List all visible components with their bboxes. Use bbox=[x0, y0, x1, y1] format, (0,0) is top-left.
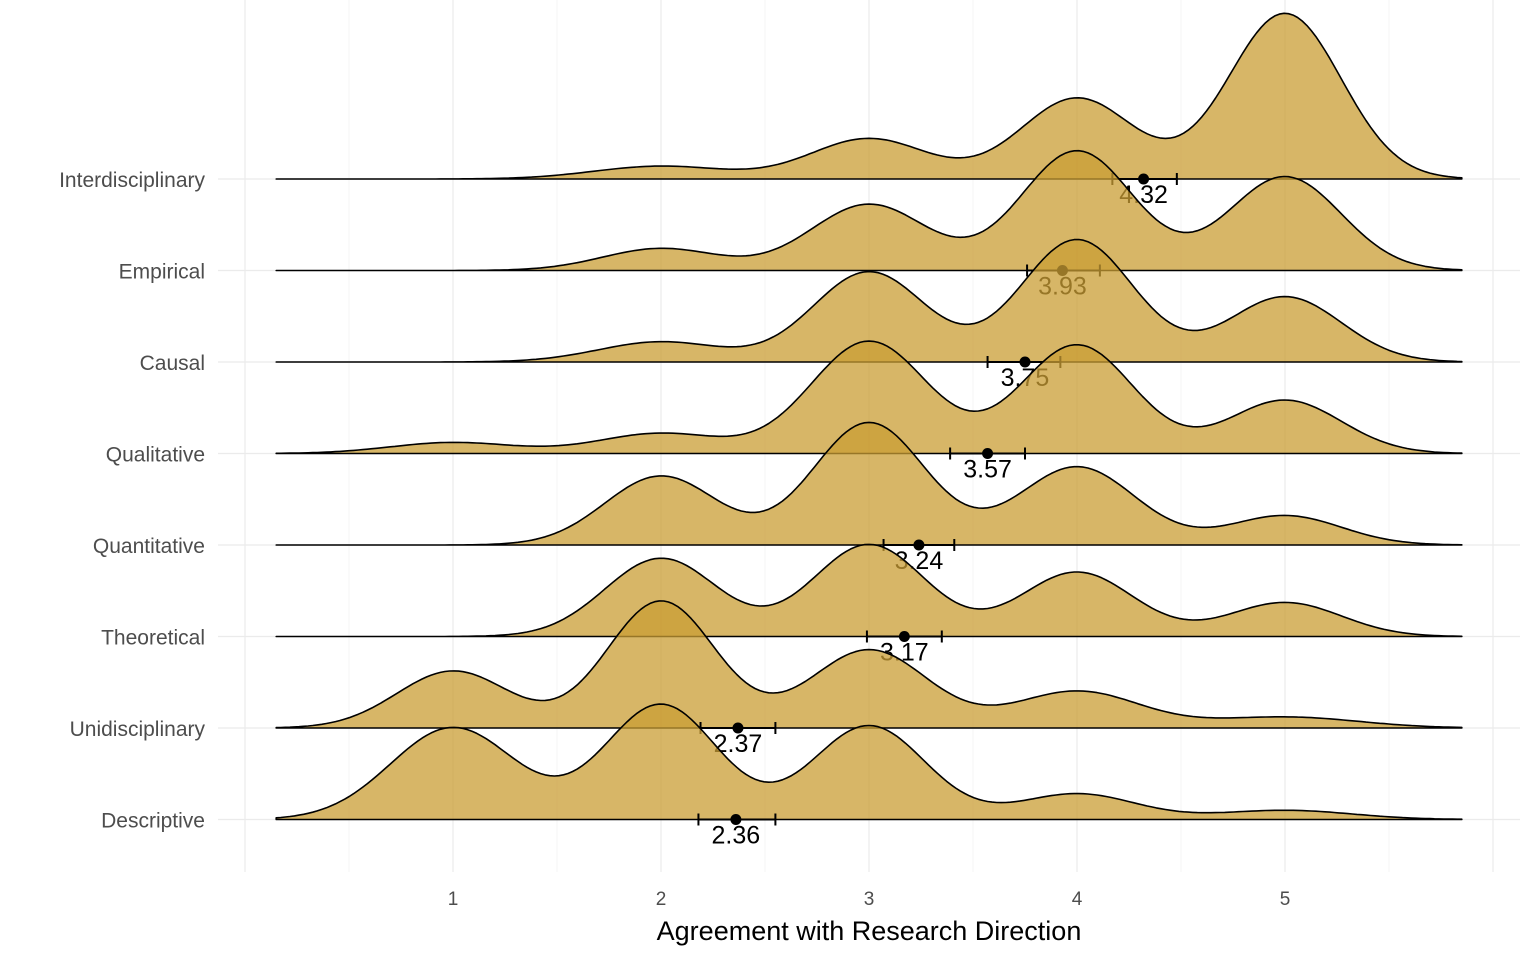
x-axis-ticks: 1 2 3 4 5 bbox=[448, 889, 1291, 910]
ridge-unidisciplinary bbox=[275, 600, 1463, 729]
x-tick-label: 4 bbox=[1072, 889, 1083, 910]
mean-label-qualitative: 3.57 bbox=[963, 456, 1012, 484]
mean-point-interdisciplinary bbox=[1138, 173, 1150, 185]
y-label-causal: Causal bbox=[140, 352, 205, 375]
ridge-theoretical bbox=[275, 543, 1463, 638]
y-label-empirical: Empirical bbox=[119, 261, 205, 284]
mean-point-descriptive bbox=[730, 814, 742, 825]
ridge-causal bbox=[275, 238, 1463, 363]
ridge-qualitative bbox=[275, 340, 1463, 455]
mean-point-unidisciplinary bbox=[732, 722, 744, 734]
mean-point-quantitative bbox=[913, 539, 925, 551]
y-label-theoretical: Theoretical bbox=[101, 627, 205, 650]
mean-label-descriptive: 2.36 bbox=[712, 822, 761, 850]
y-axis-labels: Interdisciplinary Empirical Causal Qualitat… bbox=[59, 169, 205, 833]
y-label-interdisciplinary: Interdisciplinary bbox=[59, 169, 205, 192]
ridge-layer: 4.323.933.753.573.243.172.372.36 bbox=[275, 12, 1463, 850]
y-label-qualitative: Qualitative bbox=[106, 444, 205, 467]
mean-point-qualitative bbox=[982, 448, 994, 459]
mean-point-causal bbox=[1019, 356, 1031, 368]
ridge-descriptive bbox=[275, 703, 1463, 821]
y-label-descriptive: Descriptive bbox=[101, 810, 205, 833]
ridge-quantitative bbox=[275, 421, 1463, 546]
x-tick-label: 3 bbox=[864, 889, 875, 910]
x-axis-title: Agreement with Research Direction bbox=[657, 916, 1082, 946]
y-label-quantitative: Quantitative bbox=[93, 535, 205, 558]
y-label-unidisciplinary: Unidisciplinary bbox=[70, 718, 206, 741]
x-tick-label: 1 bbox=[448, 889, 459, 910]
mean-point-theoretical bbox=[898, 631, 910, 642]
ridge-interdisciplinary bbox=[275, 12, 1463, 180]
x-tick-label: 2 bbox=[656, 889, 667, 910]
ridge-empirical bbox=[275, 149, 1463, 272]
x-tick-label: 5 bbox=[1280, 889, 1291, 910]
